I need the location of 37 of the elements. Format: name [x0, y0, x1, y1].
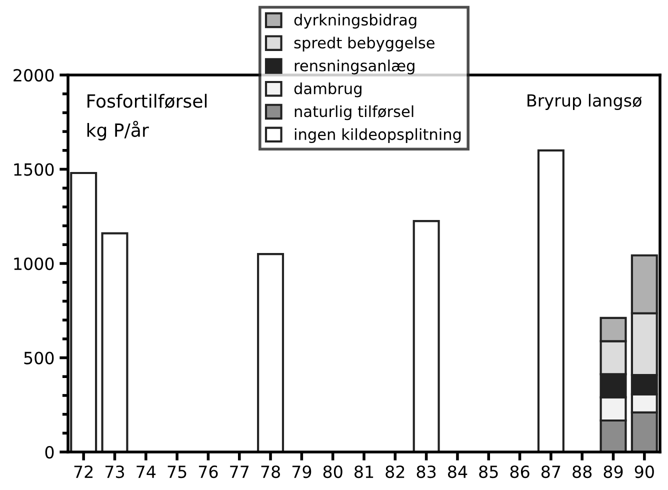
bar	[70, 172, 98, 452]
x-tick-label: 85	[479, 465, 498, 478]
x-tick-label: 89	[604, 465, 623, 478]
y-tick-label: 2000	[14, 68, 54, 82]
text: Fosfortilførsel kg P/år	[87, 94, 207, 140]
x-tick-label: 80	[323, 465, 342, 478]
y-tick-label: 500	[24, 352, 54, 364]
x-tick-label: 90	[634, 465, 654, 478]
legend-label: naturlig tilførsel	[294, 105, 414, 120]
y-tick-label: 0	[45, 446, 54, 459]
x-tick-label: 88	[572, 465, 592, 478]
x-tick-label: 87	[541, 465, 560, 478]
x-tick-label: 72	[74, 465, 93, 478]
bar	[101, 232, 128, 452]
legend-label: ingen kildeopsplitning	[294, 128, 461, 144]
x-tick-label: 77	[230, 466, 249, 478]
x-tick-label: 83	[416, 465, 436, 478]
y-tick-label: 1500	[14, 163, 54, 176]
bar	[537, 149, 564, 452]
x-tick-label: 86	[510, 465, 530, 478]
x-tick-label: 76	[198, 465, 218, 478]
text: Bryrup langsø	[528, 94, 642, 110]
legend-label: rensningsanlæg	[294, 60, 414, 74]
x-tick-label: 74	[136, 466, 156, 478]
legend-label: dambrug	[294, 82, 362, 98]
x-tick-label: 84	[448, 465, 468, 478]
legend-label: dyrkningsbidrag	[294, 14, 416, 29]
x-tick-label: 78	[261, 465, 280, 478]
x-tick-label: 82	[386, 465, 404, 478]
x-tick-label: 73	[106, 465, 124, 478]
bar	[412, 220, 440, 452]
legend-label: spredt bebyggelse	[294, 36, 434, 52]
x-tick-label: 75	[168, 466, 186, 478]
x-tick-label: 79	[292, 465, 312, 478]
bar	[257, 253, 284, 452]
x-tick-label: 81	[354, 465, 374, 478]
y-tick-label: 1000	[14, 257, 54, 270]
